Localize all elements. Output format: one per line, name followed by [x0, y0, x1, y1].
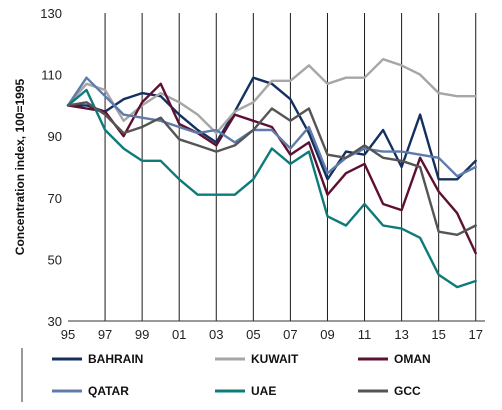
y-tick-label: 110: [41, 68, 62, 83]
x-tick-label: 95: [61, 327, 75, 342]
legend-label: OMAN: [394, 352, 431, 366]
x-tick-label: 05: [246, 327, 260, 342]
x-tick-label: 97: [98, 327, 112, 342]
y-tick-label: 50: [48, 252, 62, 267]
y-axis-label: Concentration index, 100=1995: [13, 78, 27, 255]
legend-label: UAE: [251, 384, 276, 398]
series-line-oman: [66, 82, 477, 255]
x-tick-label: 07: [283, 327, 297, 342]
series-lines: [66, 58, 477, 289]
legend: BAHRAIN KUWAIT OMAN QATAR UAE GCC: [52, 352, 431, 398]
series-line-bahrain: [66, 76, 477, 181]
y-tick-labels: 30 50 70 90 110 130: [40, 6, 62, 329]
y-tick-label: 130: [40, 6, 62, 21]
legend-label: GCC: [394, 384, 421, 398]
series-line-gcc: [66, 101, 477, 237]
x-tick-label: 09: [320, 327, 334, 342]
x-tick-label: 01: [172, 327, 186, 342]
x-tick-label: 03: [209, 327, 223, 342]
series-line-qatar: [66, 76, 477, 178]
legend-label: QATAR: [88, 384, 129, 398]
x-tick-label: 99: [135, 327, 149, 342]
series-line-uae: [66, 88, 477, 289]
x-tick-label: 17: [468, 327, 482, 342]
x-tick-label: 11: [358, 327, 372, 342]
y-tick-label: 30: [48, 314, 62, 329]
x-tick-label: 15: [431, 327, 445, 342]
y-tick-label: 70: [48, 191, 62, 206]
x-tick-label: 13: [394, 327, 408, 342]
legend-label: BAHRAIN: [88, 352, 143, 366]
x-tick-labels: 95 97 99 01 03 05 07 09 11 13 15 17: [61, 327, 483, 342]
series-line-kuwait: [66, 58, 477, 135]
legend-label: KUWAIT: [251, 352, 299, 366]
y-tick-label: 90: [48, 129, 62, 144]
